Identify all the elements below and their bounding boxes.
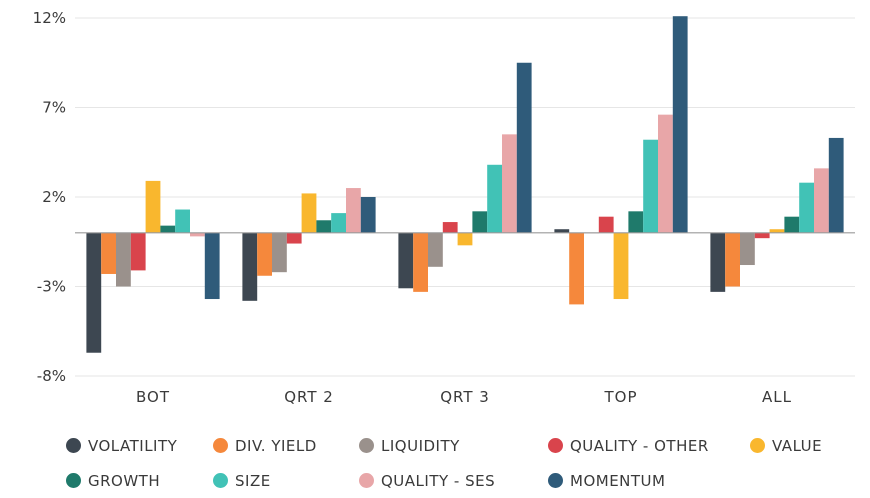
bar-div-yield (413, 232, 428, 292)
bar-volatility (242, 232, 258, 301)
legend-swatch-size (213, 473, 228, 488)
bar-quality-other (130, 232, 146, 271)
legend-label-quality-ses: QUALITY - SES (381, 471, 496, 490)
bar-size (643, 139, 658, 233)
bar-momentum (828, 137, 844, 233)
y-tick-label: 12% (33, 9, 66, 27)
legend-label-div-yield: DIV. YIELD (235, 436, 317, 455)
legend-label-volatility: VOLATILITY (88, 436, 178, 455)
bar-liquidity (428, 232, 443, 267)
bar-volatility (710, 232, 726, 292)
bar-value (301, 193, 317, 233)
bar-quality-other (286, 232, 302, 244)
bar-momentum (672, 16, 688, 233)
legend-label-value: VALUE (772, 436, 823, 455)
bar-div-yield (257, 232, 272, 276)
bar-value (613, 232, 629, 300)
bar-value (145, 180, 161, 233)
legend-item-div-yield: DIV. YIELD (213, 437, 359, 455)
x-tick-label: ALL (762, 388, 792, 406)
bar-liquidity (116, 232, 131, 287)
bar-volatility (86, 232, 102, 353)
bar-growth (472, 211, 488, 233)
bar-size (175, 209, 190, 233)
legend-label-momentum: MOMENTUM (570, 471, 666, 490)
bar-growth (316, 220, 332, 233)
plot-area: 12% 7% 2% -3% -8% BOT QRT 2 QRT 3 TOP ALL (33, 9, 855, 406)
bar-size (331, 213, 346, 233)
bar-div-yield (725, 232, 740, 287)
y-tick-label: 2% (42, 188, 66, 206)
bar-quality-ses (502, 134, 517, 233)
legend-item-liquidity: LIQUIDITY (359, 437, 548, 455)
legend-swatch-value (750, 438, 765, 453)
legend-swatch-quality-ses (359, 473, 374, 488)
bar-liquidity (272, 232, 287, 273)
bar-div-yield (569, 232, 584, 305)
legend-swatch-volatility (66, 438, 81, 453)
legend-label-quality-other: QUALITY - OTHER (570, 436, 709, 455)
legend-item-size: SIZE (213, 472, 359, 490)
legend-swatch-liquidity (359, 438, 374, 453)
x-tick-label: BOT (136, 388, 170, 406)
bar-quality-ses (190, 232, 205, 237)
bar-volatility (554, 229, 570, 233)
legend-row: GROWTH SIZE QUALITY - SES MOMENTUM (66, 463, 866, 498)
bar-value (457, 232, 473, 246)
legend-item-volatility: VOLATILITY (66, 437, 213, 455)
legend-item-momentum: MOMENTUM (548, 472, 750, 490)
bar-quality-ses (346, 188, 361, 233)
x-tick-label: QRT 3 (440, 388, 490, 406)
bar-quality-ses (658, 114, 673, 233)
legend-swatch-quality-other (548, 438, 563, 453)
legend-label-growth: GROWTH (88, 471, 161, 490)
bar-momentum (204, 232, 220, 300)
bar-quality-other (598, 216, 614, 233)
bar-momentum (360, 197, 376, 233)
legend-item-quality-ses: QUALITY - SES (359, 472, 548, 490)
legend-item-quality-other: QUALITY - OTHER (548, 437, 750, 455)
bar-volatility (398, 232, 414, 289)
legend-label-liquidity: LIQUIDITY (381, 436, 460, 455)
bar-momentum (516, 62, 532, 233)
bar-quality-other (754, 232, 770, 239)
legend-item-growth: GROWTH (66, 472, 213, 490)
bar-div-yield (101, 232, 116, 274)
legend-label-size: SIZE (235, 471, 271, 490)
x-tick-label: TOP (603, 388, 637, 406)
legend-swatch-growth (66, 473, 81, 488)
bar-size (487, 164, 502, 233)
x-tick-label: QRT 2 (284, 388, 334, 406)
bar-growth (160, 225, 176, 233)
bar-value (769, 229, 785, 233)
bar-quality-other (442, 222, 458, 233)
bar-growth (784, 216, 800, 233)
y-tick-label: -3% (37, 278, 66, 296)
legend-row: VOLATILITY DIV. YIELD LIQUIDITY QUALITY … (66, 428, 866, 463)
legend-swatch-div-yield (213, 438, 228, 453)
bar-size (799, 182, 814, 233)
bar-quality-ses (814, 168, 829, 233)
bar-liquidity (740, 232, 755, 266)
bar-growth (628, 211, 644, 233)
legend: VOLATILITY DIV. YIELD LIQUIDITY QUALITY … (66, 428, 866, 498)
y-tick-label: -8% (37, 367, 66, 385)
legend-swatch-momentum (548, 473, 563, 488)
legend-item-value: VALUE (750, 437, 850, 455)
y-tick-label: 7% (42, 99, 66, 117)
